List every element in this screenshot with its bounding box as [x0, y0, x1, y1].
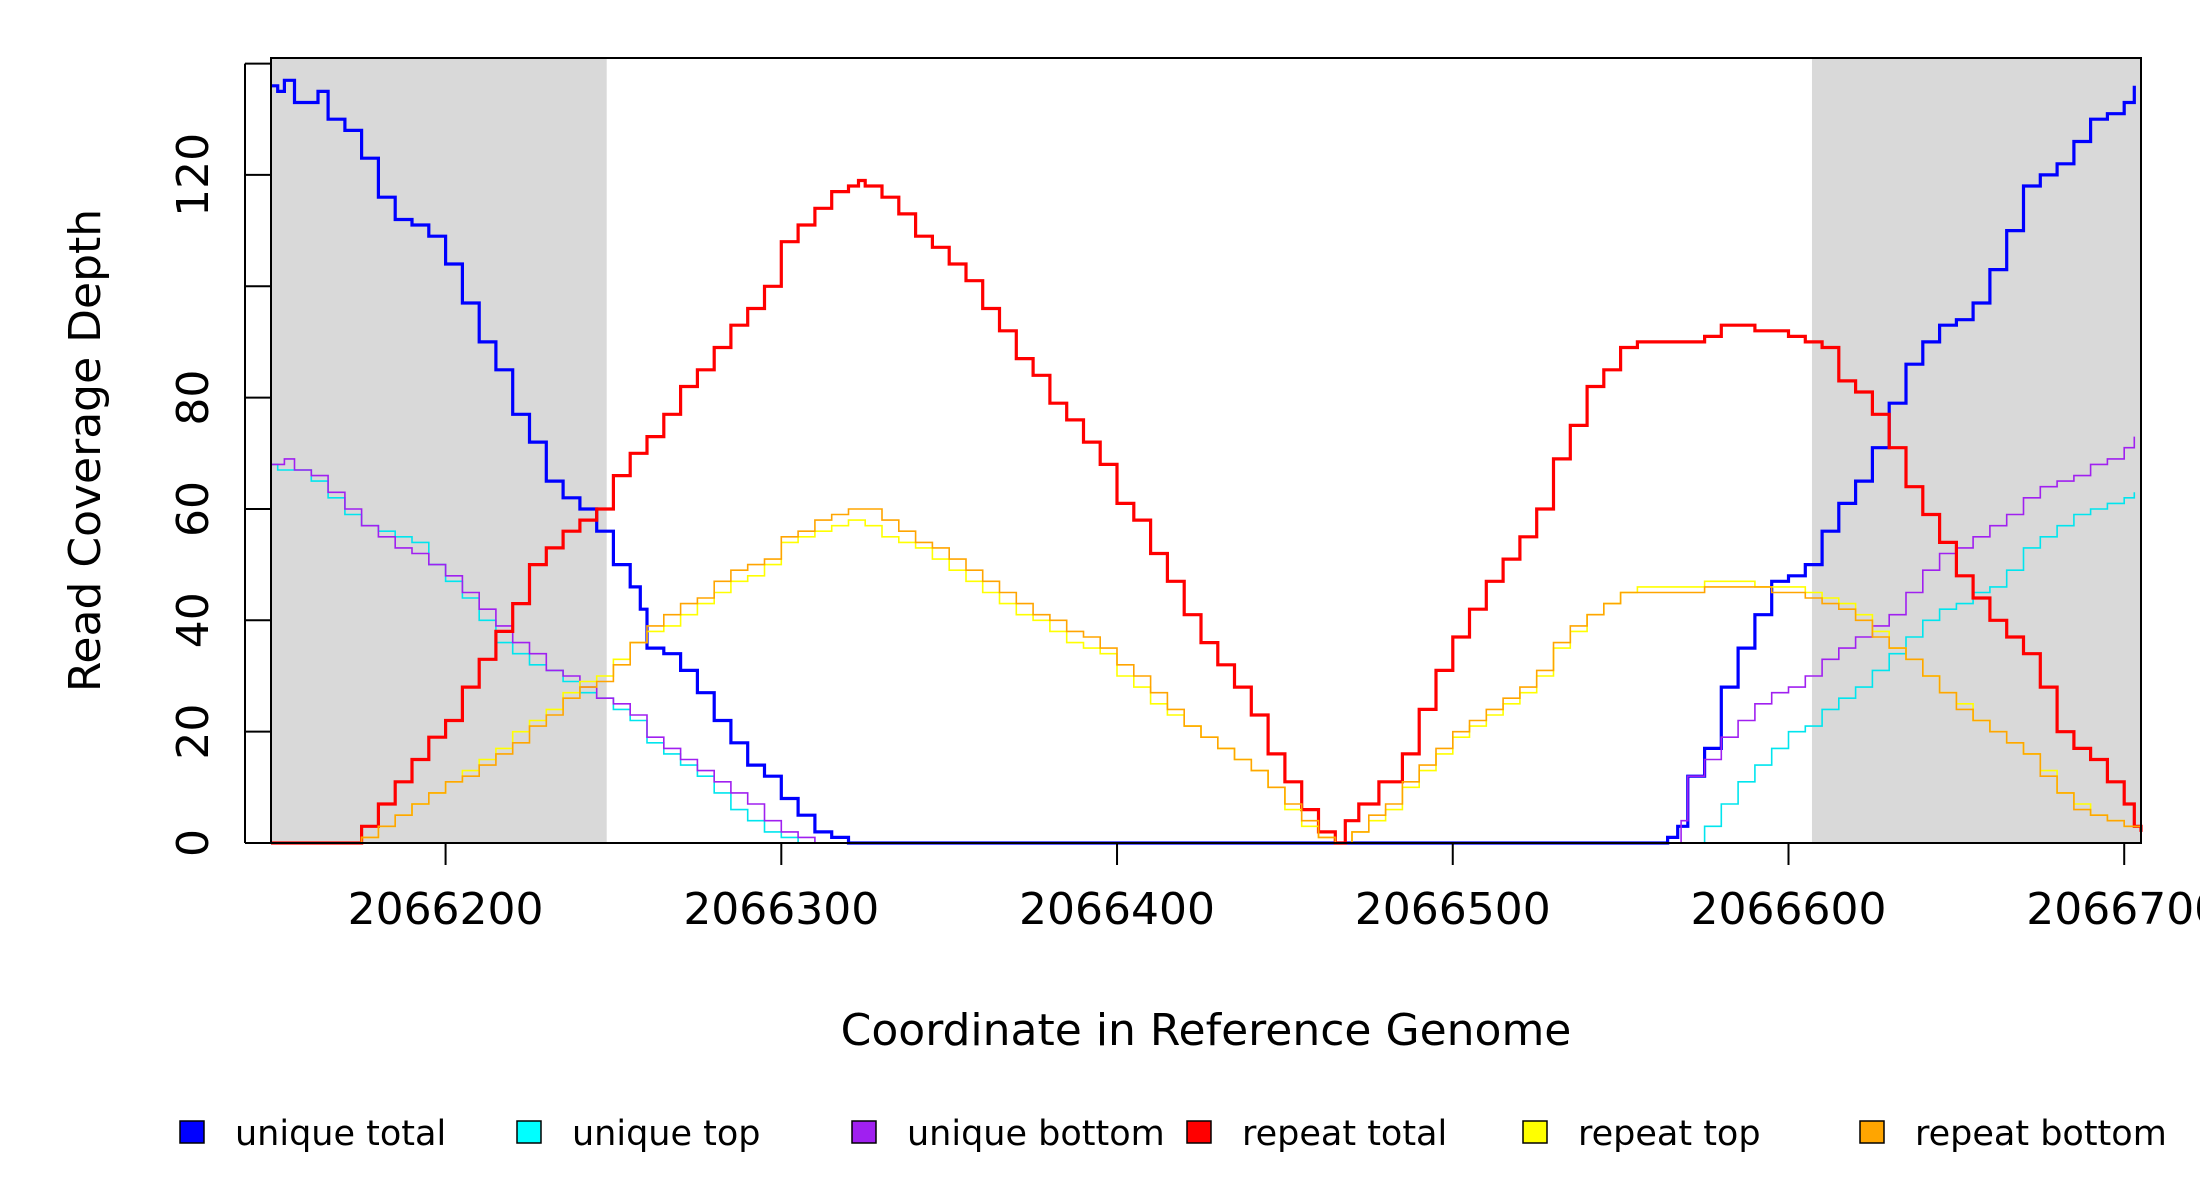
legend-swatch-unique-bottom	[851, 1120, 877, 1144]
legend: unique total unique top unique bottom repea…	[179, 1114, 2167, 1154]
y-tick-label: 0	[168, 829, 219, 857]
series-lines	[271, 78, 2143, 845]
legend-label-unique-bottom: unique bottom	[907, 1114, 1165, 1154]
shaded-region-2	[1811, 58, 2141, 843]
y-tick-label: 80	[168, 370, 219, 426]
shaded-regions	[271, 58, 2141, 843]
y-tick-label: 20	[168, 704, 219, 760]
shaded-region-1	[271, 58, 607, 843]
x-tick-label: 2066300	[683, 884, 879, 935]
legend-label-repeat-top: repeat top	[1578, 1114, 1761, 1154]
legend-label-unique-total: unique total	[235, 1114, 446, 1154]
y-tick-label: 40	[168, 592, 219, 648]
legend-swatch-repeat-top	[1522, 1120, 1548, 1144]
legend-label-repeat-bottom: repeat bottom	[1915, 1114, 2167, 1154]
series-line-unique-total	[271, 78, 2136, 845]
legend-label-unique-top: unique top	[572, 1114, 761, 1154]
axes: 2066200 2066300 2066400 2066500 2066600 20667…	[168, 62, 2200, 935]
y-axis-title: Read Coverage Depth	[60, 209, 111, 692]
x-tick-label: 2066200	[348, 884, 544, 935]
legend-swatch-repeat-bottom	[1859, 1120, 1885, 1144]
legend-swatch-repeat-total	[1186, 1120, 1212, 1144]
series-line-unique-bottom	[271, 436, 2136, 844]
legend-swatch-unique-top	[516, 1120, 542, 1144]
legend-label-repeat-total: repeat total	[1242, 1114, 1447, 1154]
legend-swatch-unique-total	[179, 1120, 205, 1144]
series-line-repeat-bottom	[271, 508, 2142, 844]
y-tick-label: 120	[168, 133, 219, 217]
y-tick-label: 60	[168, 481, 219, 537]
x-axis-title: Coordinate in Reference Genome	[841, 1005, 1572, 1056]
x-tick-label: 2066400	[1019, 884, 1215, 935]
x-tick-label: 2066600	[1691, 884, 1887, 935]
series-line-repeat-total	[271, 178, 2143, 845]
x-tick-label: 2066500	[1355, 884, 1551, 935]
